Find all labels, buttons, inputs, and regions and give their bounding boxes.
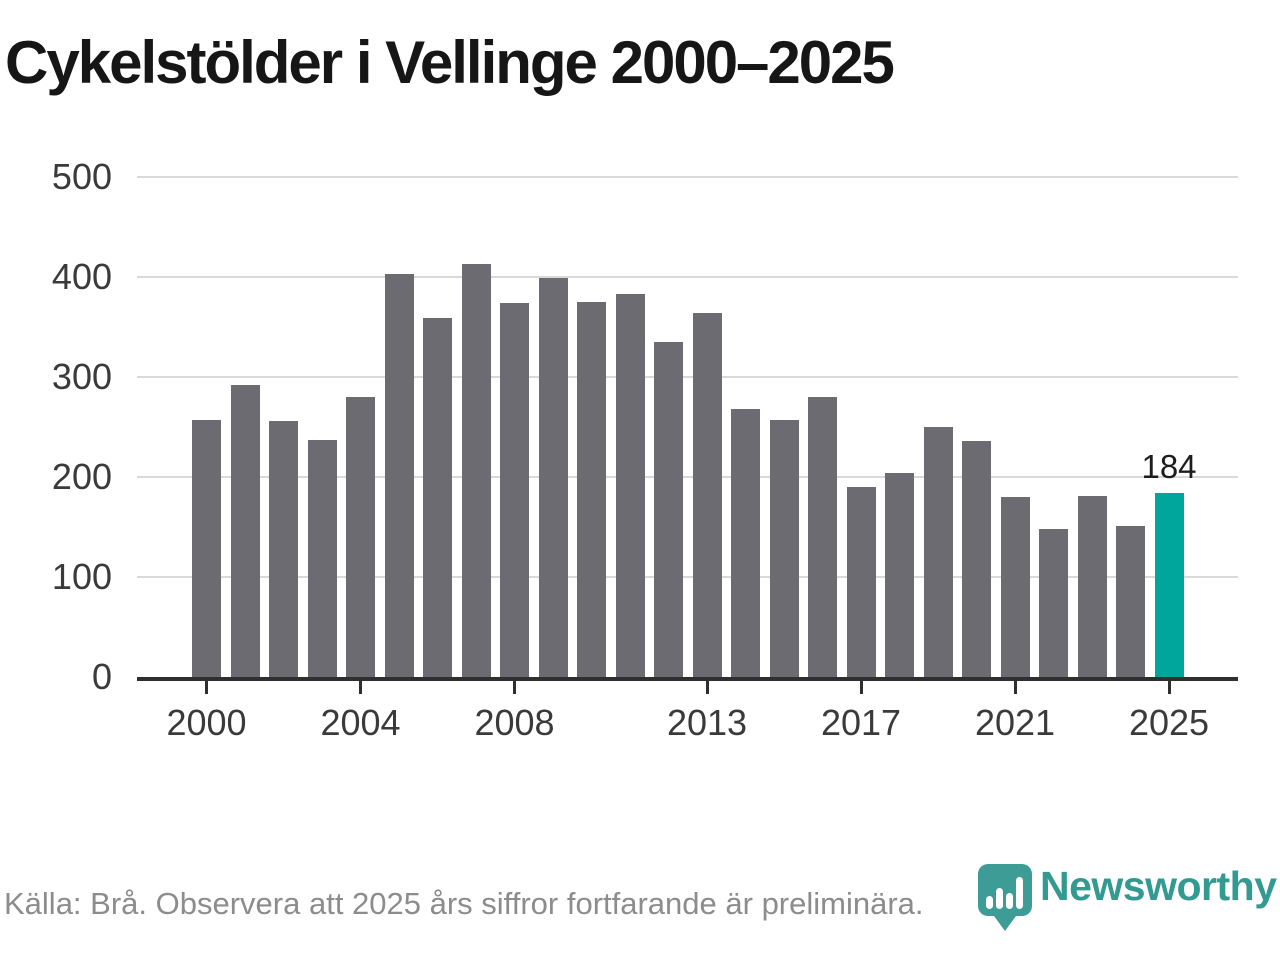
x-tick-2004: [359, 681, 362, 694]
bar-2003: [307, 440, 337, 677]
newsworthy-pin-barchart-icon: [978, 864, 1032, 939]
x-tick-label-2008: 2008: [474, 702, 555, 743]
bar-2015: [769, 420, 799, 677]
bar-2010: [577, 302, 606, 677]
x-tick-label-2025: 2025: [1128, 702, 1210, 743]
x-axis-line: [137, 677, 1238, 681]
x-tick-2025: [1167, 681, 1171, 694]
bar-2025: [1154, 493, 1184, 677]
x-tick-label-2000: 2000: [166, 702, 247, 743]
page-title: Cykelstölder i Vellinge 2000–2025: [5, 29, 895, 96]
bar-2009: [538, 278, 568, 677]
highlight-value-label: 184: [1141, 448, 1197, 485]
bar-2001: [230, 385, 260, 677]
bar-2007: [461, 264, 491, 677]
x-tick-2021: [1013, 681, 1017, 694]
bar-2005: [384, 274, 414, 677]
x-tick-2000: [205, 681, 208, 694]
bar-2021: [1000, 497, 1030, 677]
bar-2019: [923, 427, 953, 677]
source-note: Källa: Brå. Observera att 2025 års siffr…: [4, 886, 924, 921]
bar-2004: [346, 397, 375, 677]
y-tick-label-500: 500: [51, 156, 112, 197]
bar-2016: [808, 397, 837, 677]
y-tick-label-400: 400: [51, 256, 112, 297]
y-tick-label-200: 200: [51, 456, 112, 497]
gridline-100: [137, 576, 1238, 578]
gridline-400: [137, 276, 1238, 278]
bar-2018: [885, 473, 914, 677]
x-tick-2008: [513, 681, 516, 694]
y-tick-label-0: 0: [91, 656, 112, 697]
x-tick-label-2013: 2013: [666, 702, 748, 743]
bar-2017: [846, 487, 876, 677]
gridline-500: [137, 176, 1238, 178]
y-tick-label-300: 300: [51, 356, 112, 397]
gridline-300: [137, 376, 1238, 378]
bar-2006: [423, 318, 452, 677]
bar-2020: [962, 441, 991, 677]
gridline-200: [137, 476, 1238, 478]
bar-2014: [731, 409, 760, 677]
bar-2008: [500, 303, 529, 677]
newsworthy-logo[interactable]: Newsworthy: [978, 864, 1277, 939]
x-tick-2017: [859, 681, 863, 694]
bar-2000: [192, 420, 221, 677]
x-tick-2013: [705, 681, 709, 694]
newsworthy-wordmark: Newsworthy: [1040, 863, 1277, 909]
x-tick-label-2004: 2004: [320, 702, 401, 743]
bar-2022: [1039, 529, 1068, 677]
bar-2011: [615, 294, 645, 677]
bar-2023: [1077, 496, 1107, 677]
y-tick-label-100: 100: [51, 556, 112, 597]
bar-2012: [654, 342, 683, 677]
x-tick-label-2017: 2017: [820, 702, 902, 743]
bar-2002: [269, 421, 298, 677]
bar-2024: [1116, 526, 1145, 677]
bar-2013: [692, 313, 722, 677]
x-tick-label-2021: 2021: [974, 702, 1056, 743]
